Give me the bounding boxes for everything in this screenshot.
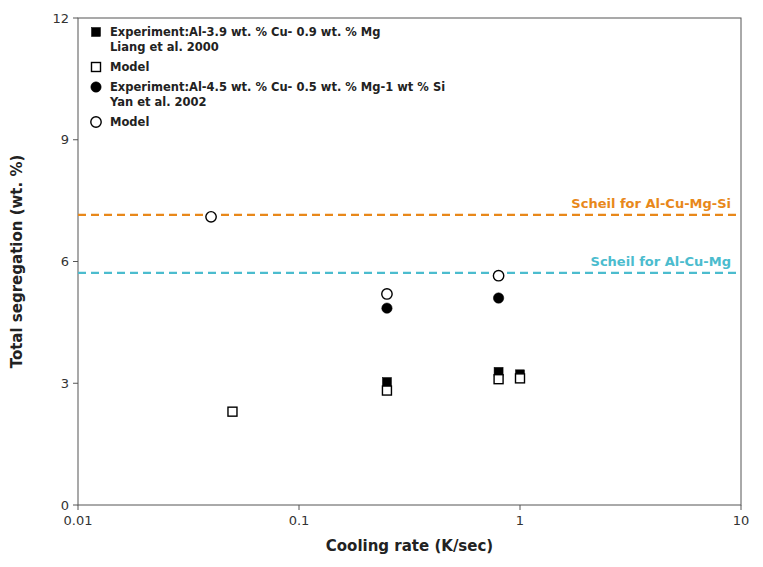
y-tick-label: 12	[52, 11, 69, 26]
y-tick	[73, 261, 78, 262]
data-point	[493, 293, 503, 303]
plot-frame	[78, 18, 741, 505]
data-point	[206, 212, 216, 222]
y-axis-label: Total segregation (wt. %)	[8, 155, 26, 369]
legend-marker	[91, 117, 101, 127]
x-tick	[299, 505, 300, 510]
legend-marker	[91, 82, 101, 92]
x-tick-label: 10	[733, 513, 750, 528]
x-tick	[520, 505, 521, 510]
y-tick	[73, 139, 78, 140]
data-point	[382, 378, 391, 387]
x-tick	[741, 505, 742, 510]
chart: 0.01 0.1 1 10 0 3 6 9 12 Cooling rate (K/sec) Tota…	[0, 0, 763, 567]
y-tick-label: 0	[61, 498, 69, 513]
data-point	[494, 375, 503, 384]
x-tick	[78, 505, 79, 510]
scheil-label: Scheil for Al-Cu-Mg-Si	[571, 196, 731, 211]
y-tick	[73, 383, 78, 384]
y-tick-label: 6	[61, 254, 69, 269]
x-tick-label: 1	[516, 513, 524, 528]
legend-label-line: Experiment:Al-3.9 wt. % Cu- 0.9 wt. % Mg	[110, 25, 380, 39]
legend-label: Model	[110, 60, 149, 74]
scheil-line	[78, 272, 741, 274]
y-tick	[73, 18, 78, 19]
data-point	[493, 271, 503, 281]
legend-label: Experiment:Al-4.5 wt. % Cu- 0.5 wt. % Mg…	[109, 80, 445, 109]
legend-label-line: Model	[110, 115, 149, 129]
data-point	[382, 303, 392, 313]
data-point	[228, 407, 237, 416]
data-point	[516, 374, 525, 383]
scheil-line	[78, 214, 741, 216]
y-tick-label: 9	[61, 132, 69, 147]
y-tick	[73, 505, 78, 506]
legend-label-line: Model	[110, 60, 149, 74]
y-tick-label: 3	[61, 376, 69, 391]
scheil-label: Scheil for Al-Cu-Mg	[591, 254, 731, 269]
x-tick-label: 0.01	[64, 513, 93, 528]
legend-label: Model	[110, 115, 149, 129]
legend-label-line: Experiment:Al-4.5 wt. % Cu- 0.5 wt. % Mg…	[110, 80, 445, 94]
legend-marker	[92, 63, 101, 72]
data-point	[382, 386, 391, 395]
legend-marker	[92, 28, 101, 37]
legend-label-line: Yan et al. 2002	[109, 95, 207, 109]
marks	[78, 212, 741, 416]
x-tick-label: 0.1	[289, 513, 310, 528]
x-axis-label: Cooling rate (K/sec)	[326, 537, 493, 555]
legend-label: Experiment:Al-3.9 wt. % Cu- 0.9 wt. % Mg…	[110, 25, 380, 54]
legend-label-line: Liang et al. 2000	[110, 40, 219, 54]
legend: Experiment:Al-3.9 wt. % Cu- 0.9 wt. % Mg…	[91, 25, 445, 129]
data-point	[382, 289, 392, 299]
line-labels: Scheil for Al-Cu-Mg-Si Scheil for Al-Cu-M…	[571, 196, 731, 269]
